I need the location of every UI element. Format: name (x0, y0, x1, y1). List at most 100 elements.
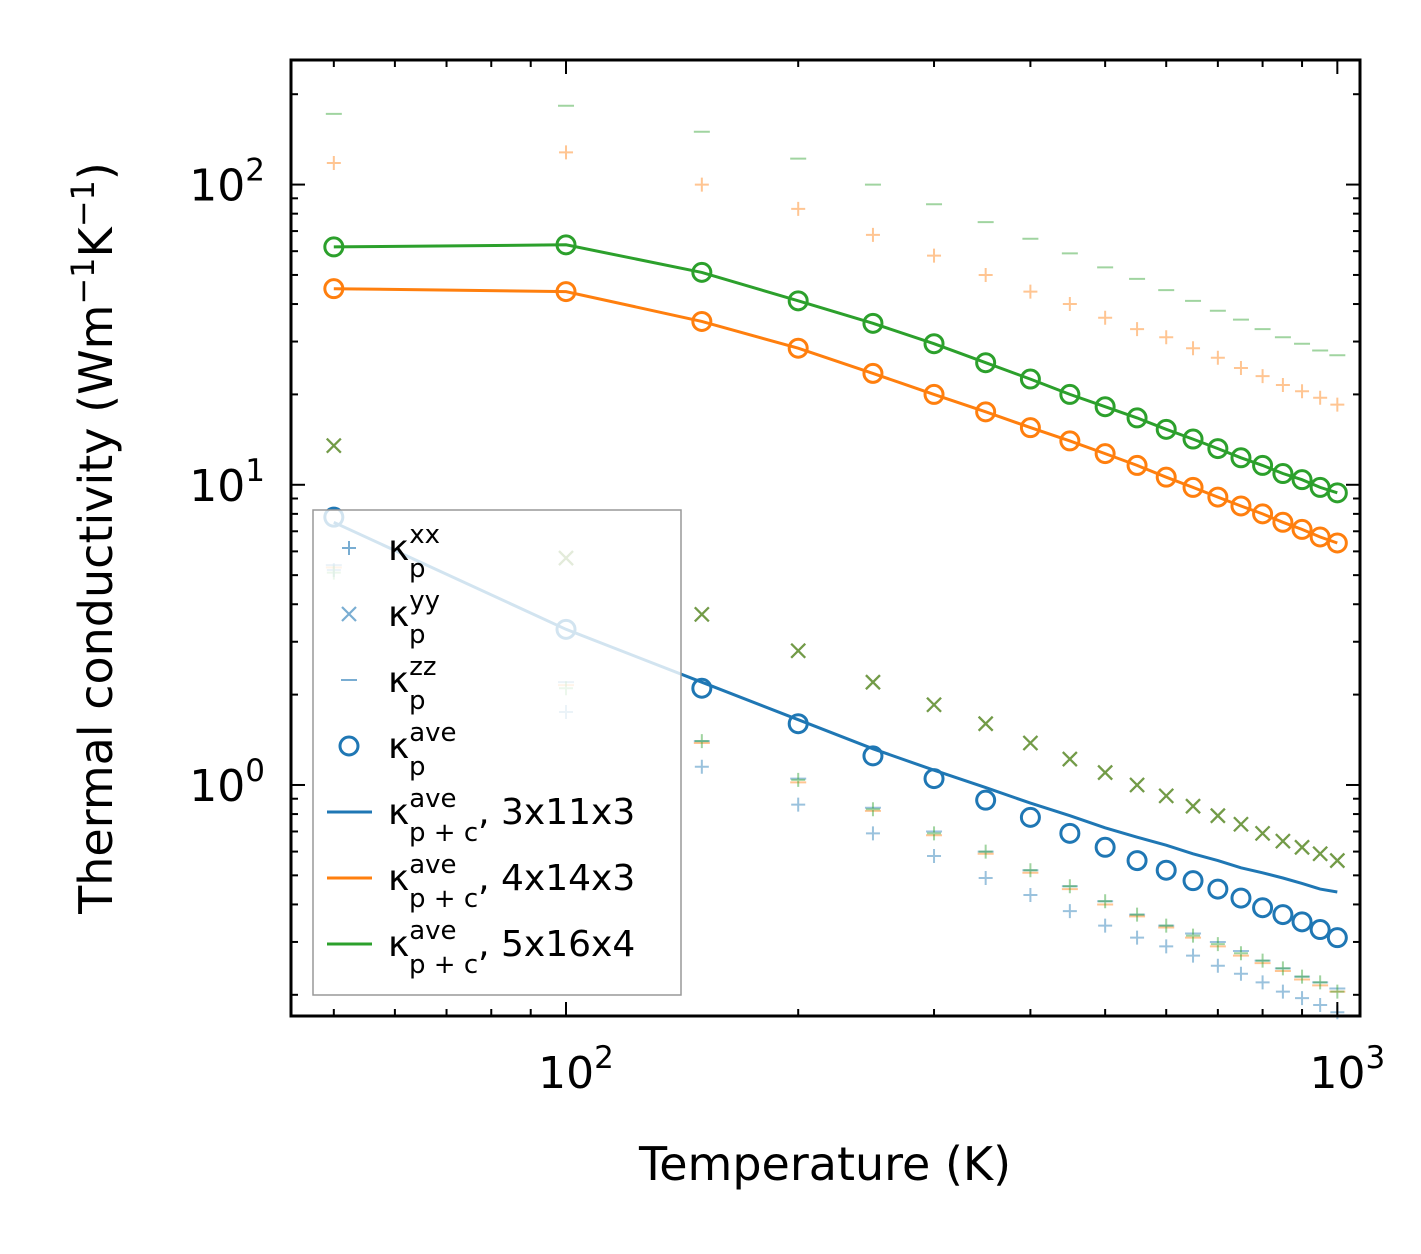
point-plus (1130, 930, 1145, 945)
legend-label: κave p (388, 718, 457, 782)
point-circle (787, 337, 809, 359)
point-circle (1230, 887, 1252, 909)
legend-label: κzz p (388, 652, 437, 716)
point-plus (1062, 879, 1077, 894)
point-plus (1098, 310, 1113, 325)
point-circle (1059, 430, 1081, 452)
point-circle (1272, 904, 1294, 926)
legend-item: κyy p (341, 586, 440, 650)
legend-item: κave p + c, 3x11x3 (327, 784, 635, 848)
point-plus (1233, 946, 1248, 961)
point-plus (1159, 939, 1174, 954)
legend-label: κave p + c, 4x14x3 (388, 850, 635, 914)
point-plus (1330, 397, 1345, 412)
series-zz-5x16x4 (325, 104, 1346, 357)
point-plus (1313, 975, 1328, 990)
point-plus (791, 797, 806, 812)
point-circle (1019, 417, 1041, 439)
point-cross (1254, 825, 1271, 842)
point-circle (787, 290, 809, 312)
point-plus (1275, 984, 1290, 999)
point-plus (1233, 966, 1248, 981)
point-plus (326, 155, 341, 170)
point-plus (694, 759, 709, 774)
point-circle (1094, 836, 1116, 858)
point-plus (1159, 330, 1174, 345)
tick-labels: 102 103 100 101 102 (189, 153, 1385, 1099)
series-yy-5x16x4 (326, 437, 1346, 869)
legend-marker-swatch (338, 735, 360, 757)
point-circle (787, 713, 809, 735)
point-circle (691, 261, 713, 283)
point-cross (1158, 788, 1174, 804)
point-cross (1275, 833, 1291, 849)
point-circle (1252, 503, 1274, 525)
point-circle (1019, 806, 1041, 828)
point-cross (1097, 764, 1113, 781)
point-plus (978, 267, 993, 282)
point-circle (1230, 495, 1252, 517)
point-cross (1185, 798, 1201, 814)
point-cross (1129, 777, 1145, 793)
series-line-3x11x3 (333, 520, 1338, 894)
point-plus (1098, 894, 1113, 909)
point-circle (1230, 447, 1252, 469)
point-cross (1062, 751, 1078, 767)
legend-item: κxx p (342, 520, 440, 584)
y-axis-title: Thermal conductivity (Wm−1K−1) (64, 162, 123, 915)
point-plus (927, 826, 942, 841)
point-plus (1062, 297, 1077, 312)
point-plus (1210, 350, 1225, 365)
point-circle (975, 401, 997, 423)
point-cross (1312, 845, 1328, 862)
point-circle (1094, 396, 1116, 418)
point-plus (1210, 937, 1225, 952)
point-circle (923, 768, 945, 790)
axes-frame (289, 58, 1362, 1018)
point-plus (1233, 360, 1248, 375)
point-circle (1291, 518, 1313, 540)
point-cross (977, 715, 994, 732)
point-circle (1252, 897, 1274, 919)
legend-box (312, 509, 682, 996)
point-plus (1186, 928, 1201, 943)
point-plus (1313, 390, 1328, 405)
point-circle (1182, 476, 1204, 498)
point-cross (865, 674, 881, 690)
point-circle (1326, 532, 1348, 554)
y-tick-label: 102 (189, 153, 265, 212)
point-circle (1182, 428, 1204, 450)
point-circle (1094, 443, 1116, 465)
point-plus (1313, 997, 1328, 1012)
point-cross (326, 437, 342, 454)
point-plus (1130, 907, 1145, 922)
point-circle (1207, 878, 1229, 900)
point-plus (694, 734, 709, 749)
point-cross (1329, 852, 1346, 869)
legend-item: κave p + c, 5x16x4 (327, 916, 635, 980)
point-plus (1255, 975, 1270, 990)
point-circle (1126, 850, 1148, 872)
point-circle (1272, 511, 1294, 533)
point-plus (1098, 918, 1113, 933)
point-circle (862, 312, 884, 334)
point-circle (1291, 469, 1313, 491)
point-cross (1210, 807, 1226, 824)
point-plus (1130, 322, 1145, 337)
point-circle (1309, 919, 1331, 941)
point-plus (1186, 341, 1201, 356)
point-circle (975, 352, 997, 374)
series-xx-4x14x3 (326, 145, 1345, 412)
point-circle (1126, 407, 1148, 429)
point-plus (1023, 863, 1038, 878)
point-plus (1295, 384, 1310, 399)
point-plus (1255, 953, 1270, 968)
point-plus (865, 802, 880, 817)
point-plus (1023, 284, 1038, 299)
point-circle (862, 362, 884, 384)
legend-label: κave p + c, 3x11x3 (388, 784, 635, 848)
point-plus (1275, 961, 1290, 976)
point-cross (1294, 839, 1310, 856)
